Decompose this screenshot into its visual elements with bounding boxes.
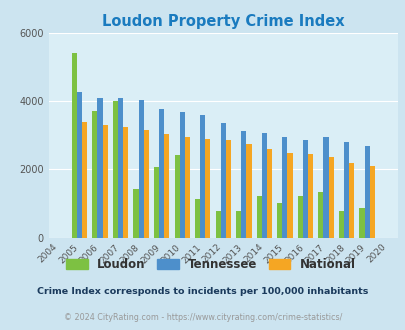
Bar (200, 115, 205, 238)
Bar (261, 133, 266, 238)
Bar (123, 127, 128, 238)
Bar (287, 153, 292, 238)
Bar (348, 163, 353, 238)
Bar (256, 196, 261, 238)
Bar (318, 192, 323, 238)
Bar (118, 98, 123, 238)
Bar (220, 123, 225, 238)
Bar (246, 144, 251, 238)
Bar (215, 211, 220, 238)
Bar (297, 196, 302, 238)
Bar (328, 157, 333, 238)
Text: © 2024 CityRating.com - https://www.cityrating.com/crime-statistics/: © 2024 CityRating.com - https://www.city… (64, 313, 341, 322)
Text: Crime Index corresponds to incidents per 100,000 inhabitants: Crime Index corresponds to incidents per… (37, 287, 368, 296)
Bar (323, 137, 328, 238)
Bar (369, 166, 374, 238)
Bar (133, 189, 138, 238)
Bar (138, 100, 143, 238)
Bar (205, 139, 210, 238)
Bar (77, 92, 82, 238)
Bar (364, 146, 369, 238)
Bar (343, 142, 348, 238)
Bar (338, 211, 343, 238)
Bar (241, 131, 246, 238)
Bar (302, 140, 307, 238)
Bar (143, 130, 149, 238)
Bar (236, 211, 241, 238)
Bar (92, 112, 97, 238)
Bar (102, 125, 107, 238)
Bar (179, 112, 184, 238)
Bar (184, 137, 190, 238)
Bar (307, 154, 312, 238)
Bar (113, 101, 118, 238)
Bar (97, 98, 102, 238)
Legend: Loudon, Tennessee, National: Loudon, Tennessee, National (62, 253, 360, 276)
Bar (164, 134, 169, 238)
Bar (72, 53, 77, 238)
Bar (194, 199, 200, 238)
Bar (277, 203, 281, 238)
Bar (281, 137, 287, 238)
Bar (82, 122, 87, 238)
Bar (358, 208, 364, 238)
Bar (266, 149, 271, 238)
Bar (153, 167, 159, 238)
Bar (225, 140, 230, 238)
Title: Loudon Property Crime Index: Loudon Property Crime Index (102, 14, 344, 29)
Bar (174, 155, 179, 238)
Bar (159, 109, 164, 238)
